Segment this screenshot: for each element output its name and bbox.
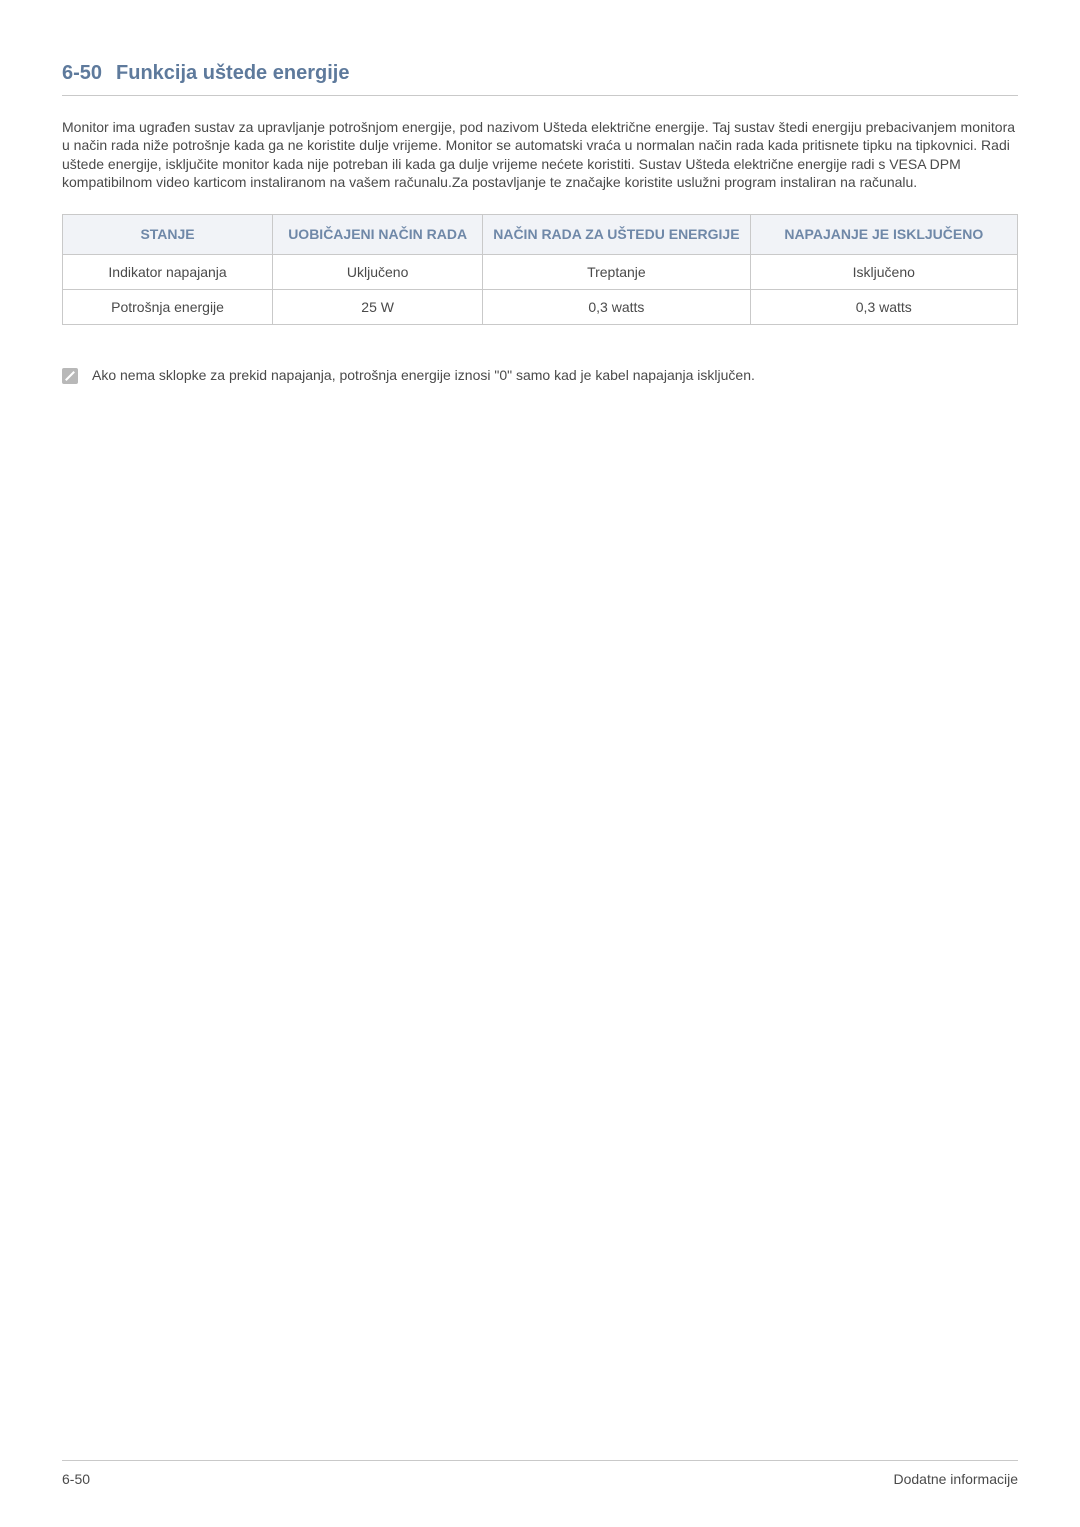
document-page: 6-50 Funkcija uštede energije Monitor ima…	[0, 0, 1080, 1527]
note-icon	[62, 368, 78, 384]
footer-left: 6-50	[62, 1471, 90, 1487]
th-normal-mode: UOBIČAJENI NAČIN RADA	[273, 214, 483, 254]
section-number: 6-50	[62, 62, 102, 84]
th-saving-mode: NAČIN RADA ZA UŠTEDU ENERGIJE	[483, 214, 750, 254]
th-state: STANJE	[63, 214, 273, 254]
note-text: Ako nema sklopke za prekid napajanja, po…	[92, 367, 755, 383]
cell: Treptanje	[483, 254, 750, 289]
cell: Isključeno	[750, 254, 1017, 289]
th-power-off: NAPAJANJE JE ISKLJUČENO	[750, 214, 1017, 254]
cell: Uključeno	[273, 254, 483, 289]
note: Ako nema sklopke za prekid napajanja, po…	[62, 367, 1018, 384]
cell: Indikator napajanja	[63, 254, 273, 289]
cell: 0,3 watts	[483, 289, 750, 324]
intro-paragraph: Monitor ima ugrađen sustav za upravljanj…	[62, 118, 1018, 192]
cell: Potrošnja energije	[63, 289, 273, 324]
footer-right: Dodatne informacije	[893, 1471, 1018, 1487]
page-footer: 6-50 Dodatne informacije	[62, 1460, 1018, 1487]
section-title: Funkcija uštede energije	[116, 62, 349, 84]
section-heading: 6-50 Funkcija uštede energije	[62, 62, 1018, 96]
table-row: Indikator napajanja Uključeno Treptanje …	[63, 254, 1018, 289]
cell: 0,3 watts	[750, 289, 1017, 324]
table-header-row: STANJE UOBIČAJENI NAČIN RADA NAČIN RADA …	[63, 214, 1018, 254]
power-states-table: STANJE UOBIČAJENI NAČIN RADA NAČIN RADA …	[62, 214, 1018, 325]
cell: 25 W	[273, 289, 483, 324]
table-row: Potrošnja energije 25 W 0,3 watts 0,3 wa…	[63, 289, 1018, 324]
